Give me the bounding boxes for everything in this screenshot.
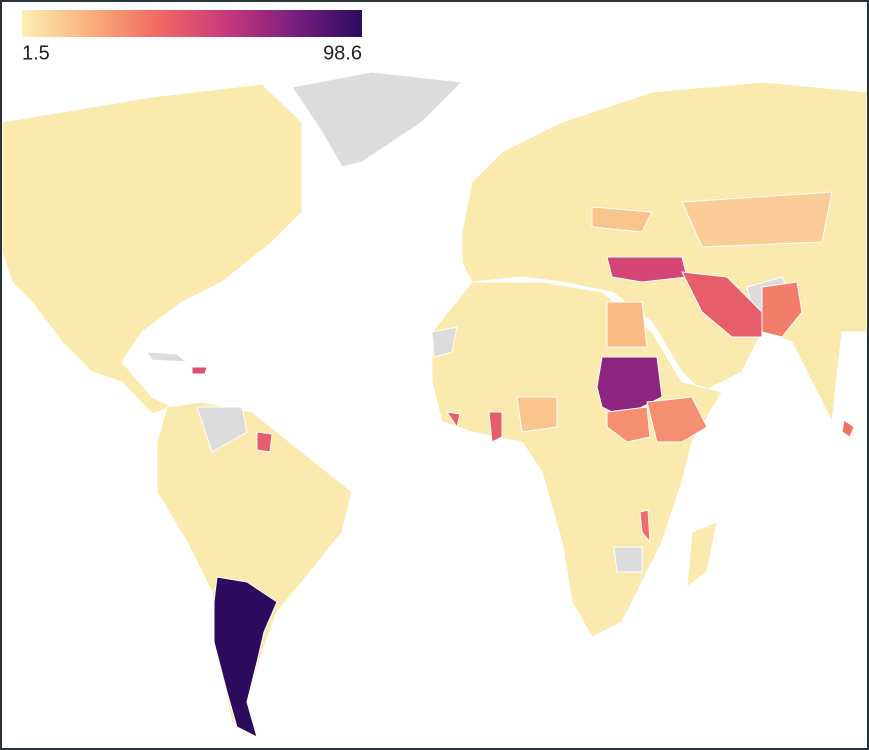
eurasia [461,81,867,424]
north-america [2,83,303,415]
no-data-region [613,546,643,573]
land [2,71,867,739]
region [681,191,833,248]
region [606,406,651,443]
region [516,396,558,433]
region [256,431,273,453]
no-data-region [146,351,189,363]
region [639,509,651,544]
region [488,411,503,443]
madagascar [686,521,718,589]
region [591,206,653,233]
region [606,301,648,348]
region [681,271,763,338]
colorbar [22,10,362,37]
region [761,281,803,338]
south-america [156,401,353,739]
colorbar-min-label: 1.5 [22,42,50,64]
region [646,396,708,443]
region [213,576,278,738]
no-data-region [431,326,458,358]
region [445,411,461,429]
greenland [291,71,464,168]
region [606,256,688,283]
region [841,419,855,438]
no-data-region [196,406,248,453]
region [191,366,208,375]
colorbar-max-label: 98.6 [323,42,362,64]
regions [191,191,855,738]
